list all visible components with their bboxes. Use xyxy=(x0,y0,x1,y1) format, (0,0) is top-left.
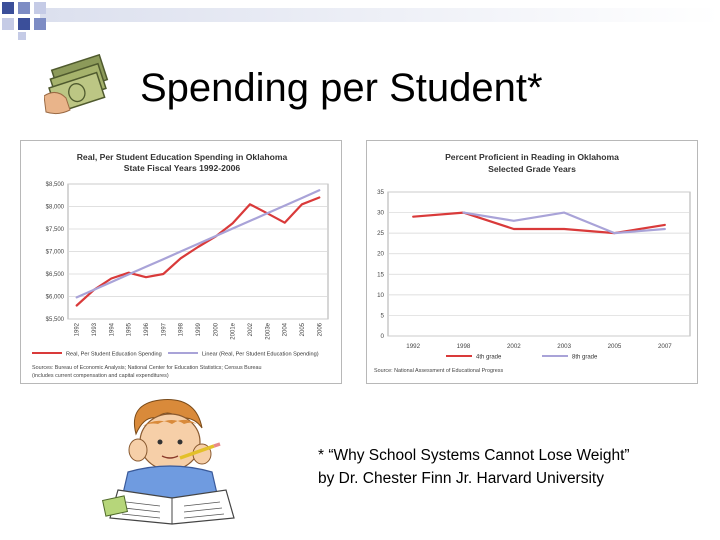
legend-entry-8th-grade: 8th grade xyxy=(572,355,598,361)
y-tick-label: 30 xyxy=(377,210,384,217)
x-tick-label: 2007 xyxy=(658,343,672,350)
y-tick-label: $6,500 xyxy=(46,272,65,278)
x-tick-label: 1996 xyxy=(144,322,150,336)
footnote-line-2: by Dr. Chester Finn Jr. Harvard Universi… xyxy=(318,470,604,487)
legend-entry-linear: Linear (Real, Per Student Education Spen… xyxy=(202,352,319,358)
student-studying-icon xyxy=(101,399,235,525)
x-tick-label: 1992 xyxy=(406,343,420,350)
legend-entry-4th-grade: 4th grade xyxy=(476,355,502,361)
series-line-1 xyxy=(75,196,321,307)
y-tick-label: 10 xyxy=(377,292,384,299)
y-tick-label: $6,000 xyxy=(46,295,65,301)
y-tick-label: 25 xyxy=(377,230,384,237)
y-tick-label: 15 xyxy=(377,271,384,278)
y-tick-label: $5,500 xyxy=(46,317,65,323)
x-tick-label: 2005 xyxy=(300,322,306,336)
y-tick-label: 35 xyxy=(377,189,384,196)
reading-chart-svg: Percent Proficient in Reading in Oklahom… xyxy=(366,140,698,384)
x-tick-label: 1992 xyxy=(75,322,81,336)
chart-source: Source: National Assessment of Education… xyxy=(374,368,503,374)
chart-subtitle: Selected Grade Years xyxy=(488,164,576,174)
x-tick-label: 2006 xyxy=(317,322,323,336)
spending-chart: Real, Per Student Education Spending in … xyxy=(20,140,342,384)
y-tick-label: $8,000 xyxy=(46,205,65,211)
chart-source: Sources: Bureau of Economic Analysis; Na… xyxy=(32,365,262,371)
reading-proficiency-chart: Percent Proficient in Reading in Oklahom… xyxy=(366,140,698,384)
x-tick-label: 1999 xyxy=(196,322,202,336)
y-tick-label: $7,500 xyxy=(46,227,65,233)
chart-subtitle: State Fiscal Years 1992-2006 xyxy=(124,163,241,173)
x-tick-label: 2002 xyxy=(507,343,521,350)
y-tick-label: $7,000 xyxy=(46,250,65,256)
x-tick-label: 2000 xyxy=(213,322,219,336)
spending-chart-svg: Real, Per Student Education Spending in … xyxy=(20,140,342,384)
y-tick-label: $8,500 xyxy=(46,182,65,188)
x-tick-label: 1995 xyxy=(127,322,133,336)
x-tick-label: 1994 xyxy=(109,322,115,336)
chart-title: Real, Per Student Education Spending in … xyxy=(77,152,288,162)
money-icon xyxy=(44,54,109,115)
slide-title: Spending per Student* xyxy=(140,66,543,110)
x-tick-label: 2001e xyxy=(231,322,237,339)
y-tick-label: 20 xyxy=(377,251,384,258)
y-tick-label: 0 xyxy=(381,333,385,340)
footnote-line-1: * “Why School Systems Cannot Lose Weight… xyxy=(318,447,630,464)
chart-title: Percent Proficient in Reading in Oklahom… xyxy=(445,152,619,162)
x-tick-label: 2005 xyxy=(608,343,622,350)
x-tick-label: 2003 xyxy=(557,343,571,350)
x-tick-label: 2002 xyxy=(248,322,254,336)
x-tick-label: 2003e xyxy=(265,322,271,339)
x-tick-label: 1997 xyxy=(161,322,167,336)
legend-entry-spending: Real, Per Student Education Spending xyxy=(66,352,162,358)
x-tick-label: 1998 xyxy=(457,343,471,350)
chart-source-note: (includes current compensation and capit… xyxy=(32,373,169,379)
x-tick-label: 2004 xyxy=(283,322,289,336)
footnote: * “Why School Systems Cannot Lose Weight… xyxy=(318,444,630,490)
series-line-2 xyxy=(462,211,666,235)
series-line-2 xyxy=(75,189,321,299)
corner-decoration xyxy=(2,2,720,40)
x-tick-label: 1998 xyxy=(179,322,185,336)
y-tick-label: 5 xyxy=(381,312,385,319)
x-tick-label: 1993 xyxy=(92,322,98,336)
